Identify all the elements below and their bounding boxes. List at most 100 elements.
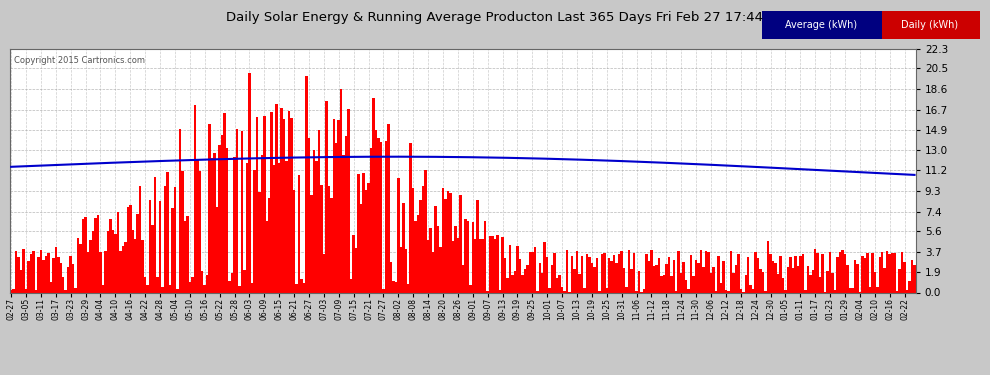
Bar xyxy=(514,270,516,292)
Bar xyxy=(623,268,626,292)
Bar xyxy=(194,105,196,292)
Text: Average (kWh): Average (kWh) xyxy=(785,20,857,30)
Bar xyxy=(474,239,476,292)
Bar xyxy=(320,185,323,292)
Bar xyxy=(509,244,511,292)
Bar xyxy=(250,283,253,292)
Bar xyxy=(445,200,446,292)
Bar xyxy=(201,271,204,292)
Bar xyxy=(318,130,320,292)
Bar xyxy=(440,247,442,292)
Bar xyxy=(158,201,161,292)
Bar xyxy=(881,252,883,292)
Bar xyxy=(84,217,87,292)
Bar xyxy=(166,172,168,292)
Bar xyxy=(343,156,345,292)
Bar xyxy=(876,287,878,292)
Bar xyxy=(732,273,735,292)
Bar xyxy=(415,221,417,292)
Bar xyxy=(504,258,506,292)
Bar xyxy=(744,275,747,292)
Bar xyxy=(15,252,18,292)
Bar xyxy=(142,240,144,292)
Bar xyxy=(168,285,171,292)
Bar xyxy=(655,265,657,292)
Bar xyxy=(829,252,832,292)
Bar xyxy=(77,238,79,292)
Bar xyxy=(405,249,407,292)
Bar xyxy=(72,264,74,292)
Bar xyxy=(749,285,752,292)
Bar xyxy=(596,258,598,292)
Bar xyxy=(774,263,777,292)
Bar xyxy=(682,262,685,292)
Bar xyxy=(633,253,636,292)
Bar xyxy=(842,250,843,292)
Bar xyxy=(437,226,440,292)
Bar xyxy=(214,153,216,292)
Bar xyxy=(109,219,112,292)
Bar xyxy=(868,287,871,292)
Bar xyxy=(129,205,132,292)
Bar xyxy=(886,251,888,292)
Bar xyxy=(573,269,576,292)
Bar xyxy=(293,190,295,292)
Bar xyxy=(486,291,489,292)
Bar xyxy=(687,290,690,292)
Bar xyxy=(156,277,158,292)
Bar xyxy=(354,248,357,292)
Bar xyxy=(449,193,451,292)
Bar xyxy=(369,148,372,292)
Bar xyxy=(499,290,501,292)
Bar xyxy=(333,119,335,292)
Bar xyxy=(402,203,405,292)
Bar xyxy=(244,270,246,292)
Bar xyxy=(183,221,186,292)
Bar xyxy=(913,264,916,292)
Bar xyxy=(134,239,137,292)
Bar xyxy=(519,259,521,292)
Bar xyxy=(224,112,226,292)
Bar xyxy=(347,109,349,292)
Bar xyxy=(772,261,774,292)
Bar xyxy=(807,266,809,292)
Bar xyxy=(616,263,618,292)
Bar xyxy=(18,258,20,292)
Bar xyxy=(67,267,69,292)
Bar xyxy=(456,238,459,292)
Bar xyxy=(23,249,25,292)
Text: Daily (kWh): Daily (kWh) xyxy=(902,20,958,30)
Bar xyxy=(209,124,211,292)
Bar xyxy=(362,173,364,292)
Bar xyxy=(782,278,784,292)
Bar xyxy=(787,267,789,292)
Bar xyxy=(722,261,725,292)
Bar xyxy=(891,253,893,292)
Bar xyxy=(848,288,851,292)
Bar xyxy=(677,251,680,292)
Bar xyxy=(873,272,876,292)
Bar xyxy=(94,218,97,292)
Bar xyxy=(598,291,601,292)
Bar xyxy=(99,252,102,292)
Bar xyxy=(427,240,430,292)
Bar xyxy=(893,253,896,292)
Bar xyxy=(380,142,382,292)
Bar xyxy=(496,235,499,292)
Bar xyxy=(481,239,484,292)
Bar xyxy=(270,112,273,292)
Bar xyxy=(255,117,258,292)
Bar xyxy=(144,277,147,292)
Bar xyxy=(506,278,509,292)
Bar xyxy=(822,254,824,292)
Bar xyxy=(846,264,848,292)
Bar xyxy=(330,198,333,292)
Bar xyxy=(161,286,163,292)
Bar xyxy=(563,291,566,292)
Bar xyxy=(700,250,702,292)
Bar xyxy=(308,138,310,292)
Bar xyxy=(863,258,866,292)
Bar xyxy=(392,281,395,292)
Bar xyxy=(797,266,799,292)
Bar xyxy=(186,216,188,292)
